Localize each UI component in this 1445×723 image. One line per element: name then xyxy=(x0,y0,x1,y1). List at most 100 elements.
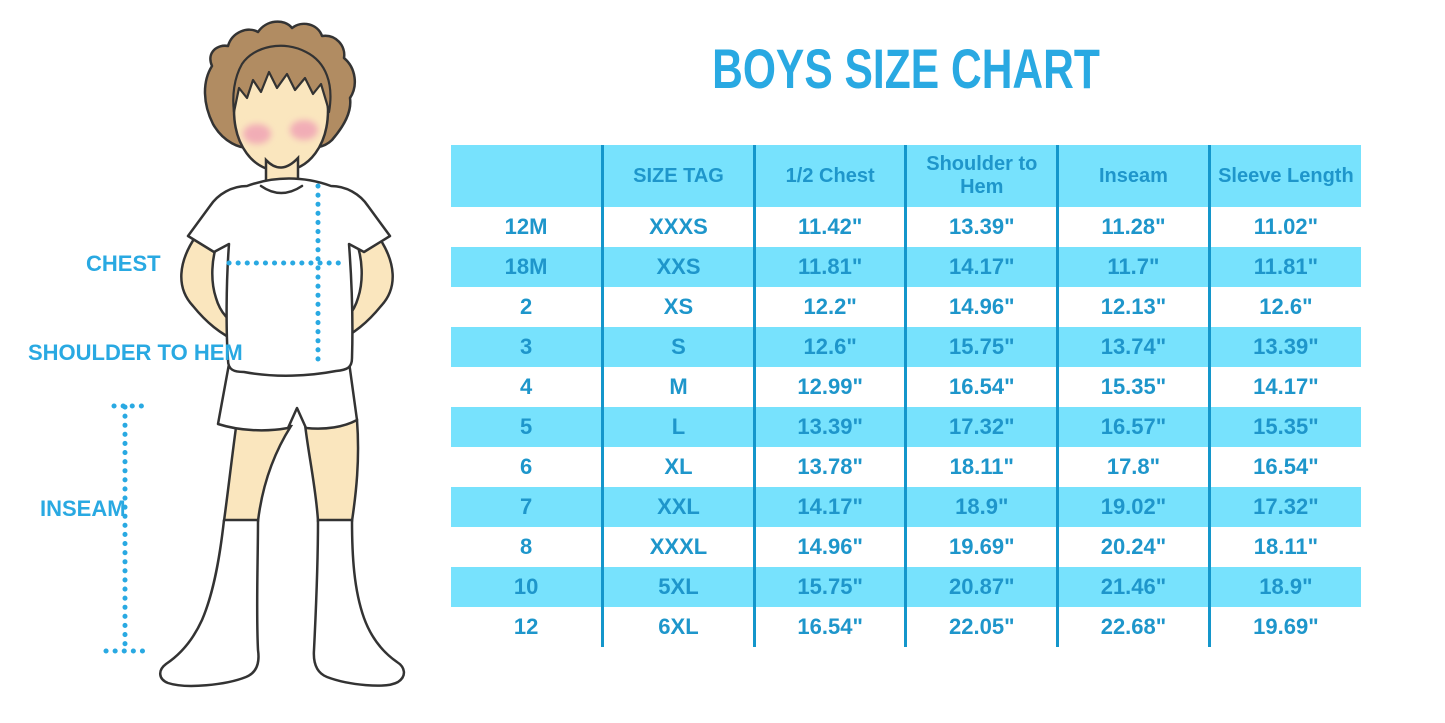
row-size-label: 4 xyxy=(451,367,603,407)
table-cell: 11.02" xyxy=(1207,207,1361,247)
table-cell: 13.74" xyxy=(1056,327,1210,367)
table-cell: XS xyxy=(601,287,755,327)
table-header: SIZE TAG 1/2 Chest Shoulder to Hem Inseam Sl… xyxy=(451,145,1361,207)
table-row: 2 XS 12.2" 14.96" 12.13" 12.6" xyxy=(451,287,1361,327)
measurement-dotted-lines xyxy=(103,183,343,654)
table-cell: 15.35" xyxy=(1056,367,1210,407)
table-cell: 19.69" xyxy=(1207,607,1361,647)
row-size-label: 18M xyxy=(451,247,603,287)
table-cell: L xyxy=(601,407,755,447)
table-cell: 16.57" xyxy=(1056,407,1210,447)
table-header-row: SIZE TAG 1/2 Chest Shoulder to Hem Inseam Sl… xyxy=(451,145,1361,207)
table-cell: 18.11" xyxy=(904,447,1058,487)
row-size-label: 12M xyxy=(451,207,603,247)
table-cell: 19.02" xyxy=(1056,487,1210,527)
row-size-label: 10 xyxy=(451,567,603,607)
row-size-label: 2 xyxy=(451,287,603,327)
table-cell: XXS xyxy=(601,247,755,287)
t-shirt xyxy=(186,177,392,377)
table-row: 10 5XL 15.75" 20.87" 21.46" 18.9" xyxy=(451,567,1361,607)
table-row: 5 L 13.39" 17.32" 16.57" 15.35" xyxy=(451,407,1361,447)
row-size-label: 3 xyxy=(451,327,603,367)
left-sock xyxy=(159,518,260,688)
table-cell: 11.81" xyxy=(1207,247,1361,287)
table-cell: 14.17" xyxy=(1207,367,1361,407)
column-header: SIZE TAG xyxy=(601,145,755,207)
table-cell: 17.32" xyxy=(1207,487,1361,527)
column-header xyxy=(451,145,603,207)
table-cell: 15.75" xyxy=(904,327,1058,367)
table-cell: 15.75" xyxy=(752,567,906,607)
table-cell: 13.78" xyxy=(752,447,906,487)
table-cell: 17.8" xyxy=(1056,447,1210,487)
table-cell: 11.7" xyxy=(1056,247,1210,287)
shoulder-to-hem-label: SHOULDER TO HEM xyxy=(28,340,243,365)
table-cell: 13.39" xyxy=(1207,327,1361,367)
column-header: 1/2 Chest xyxy=(752,145,906,207)
row-size-label: 5 xyxy=(451,407,603,447)
table-row: 7 XXL 14.17" 18.9" 19.02" 17.32" xyxy=(451,487,1361,527)
table-cell: 14.17" xyxy=(752,487,906,527)
table-cell: 11.42" xyxy=(752,207,906,247)
table-body: 12M XXXS 11.42" 13.39" 11.28" 11.02" 18M XXS 11.… xyxy=(451,207,1361,647)
table-cell: 12.2" xyxy=(752,287,906,327)
right-sock xyxy=(312,518,406,687)
table-cell: 14.17" xyxy=(904,247,1058,287)
right-leg xyxy=(303,418,360,523)
row-size-label: 7 xyxy=(451,487,603,527)
table-row: 12 6XL 16.54" 22.05" 22.68" 19.69" xyxy=(451,607,1361,647)
table-row: 18M XXS 11.81" 14.17" 11.7" 11.81" xyxy=(451,247,1361,287)
table-cell: 14.96" xyxy=(752,527,906,567)
table-cell: 12.99" xyxy=(752,367,906,407)
column-header: Inseam xyxy=(1056,145,1210,207)
table-cell: 18.9" xyxy=(904,487,1058,527)
collar xyxy=(259,184,304,195)
table-cell: 22.05" xyxy=(904,607,1058,647)
size-table: SIZE TAG 1/2 Chest Shoulder to Hem Inseam Sl… xyxy=(451,145,1361,647)
table-cell: XL xyxy=(601,447,755,487)
table-row: 3 S 12.6" 15.75" 13.74" 13.39" xyxy=(451,327,1361,367)
table-cell: 16.54" xyxy=(752,607,906,647)
row-size-label: 6 xyxy=(451,447,603,487)
table-cell: 14.96" xyxy=(904,287,1058,327)
table-cell: 15.35" xyxy=(1207,407,1361,447)
table-cell: 13.39" xyxy=(752,407,906,447)
table-cell: 11.28" xyxy=(1056,207,1210,247)
table-cell: 5XL xyxy=(601,567,755,607)
table-cell: 20.87" xyxy=(904,567,1058,607)
table-cell: 22.68" xyxy=(1056,607,1210,647)
boy-figure-illustration xyxy=(103,20,406,688)
row-size-label: 12 xyxy=(451,607,603,647)
table-cell: 12.6" xyxy=(752,327,906,367)
table-row: 12M XXXS 11.42" 13.39" 11.28" 11.02" xyxy=(451,207,1361,247)
table-row: 6 XL 13.78" 18.11" 17.8" 16.54" xyxy=(451,447,1361,487)
table-cell: 21.46" xyxy=(1056,567,1210,607)
table-cell: 16.54" xyxy=(1207,447,1361,487)
inseam-label: INSEAM xyxy=(40,496,126,521)
page-title: BOYS SIZE CHART xyxy=(712,37,1100,100)
table-cell: XXL xyxy=(601,487,755,527)
table-cell: 12.13" xyxy=(1056,287,1210,327)
table-row: 8 XXXL 14.96" 19.69" 20.24" 18.11" xyxy=(451,527,1361,567)
table-cell: 16.54" xyxy=(904,367,1058,407)
table-cell: 12.6" xyxy=(1207,287,1361,327)
table-cell: 18.11" xyxy=(1207,527,1361,567)
column-header: Shoulder to Hem xyxy=(904,145,1058,207)
row-size-label: 8 xyxy=(451,527,603,567)
table-cell: S xyxy=(601,327,755,367)
table-cell: XXXL xyxy=(601,527,755,567)
table-cell: 20.24" xyxy=(1056,527,1210,567)
table-cell: 13.39" xyxy=(904,207,1058,247)
table-cell: 18.9" xyxy=(1207,567,1361,607)
left-leg xyxy=(222,418,294,523)
chest-label: CHEST xyxy=(86,251,161,276)
table-cell: 11.81" xyxy=(752,247,906,287)
hair-fringe xyxy=(232,44,332,114)
table-cell: 19.69" xyxy=(904,527,1058,567)
table-cell: XXXS xyxy=(601,207,755,247)
table-cell: 17.32" xyxy=(904,407,1058,447)
table-cell: M xyxy=(601,367,755,407)
blush-cheeks xyxy=(243,120,318,144)
column-header: Sleeve Length xyxy=(1207,145,1361,207)
